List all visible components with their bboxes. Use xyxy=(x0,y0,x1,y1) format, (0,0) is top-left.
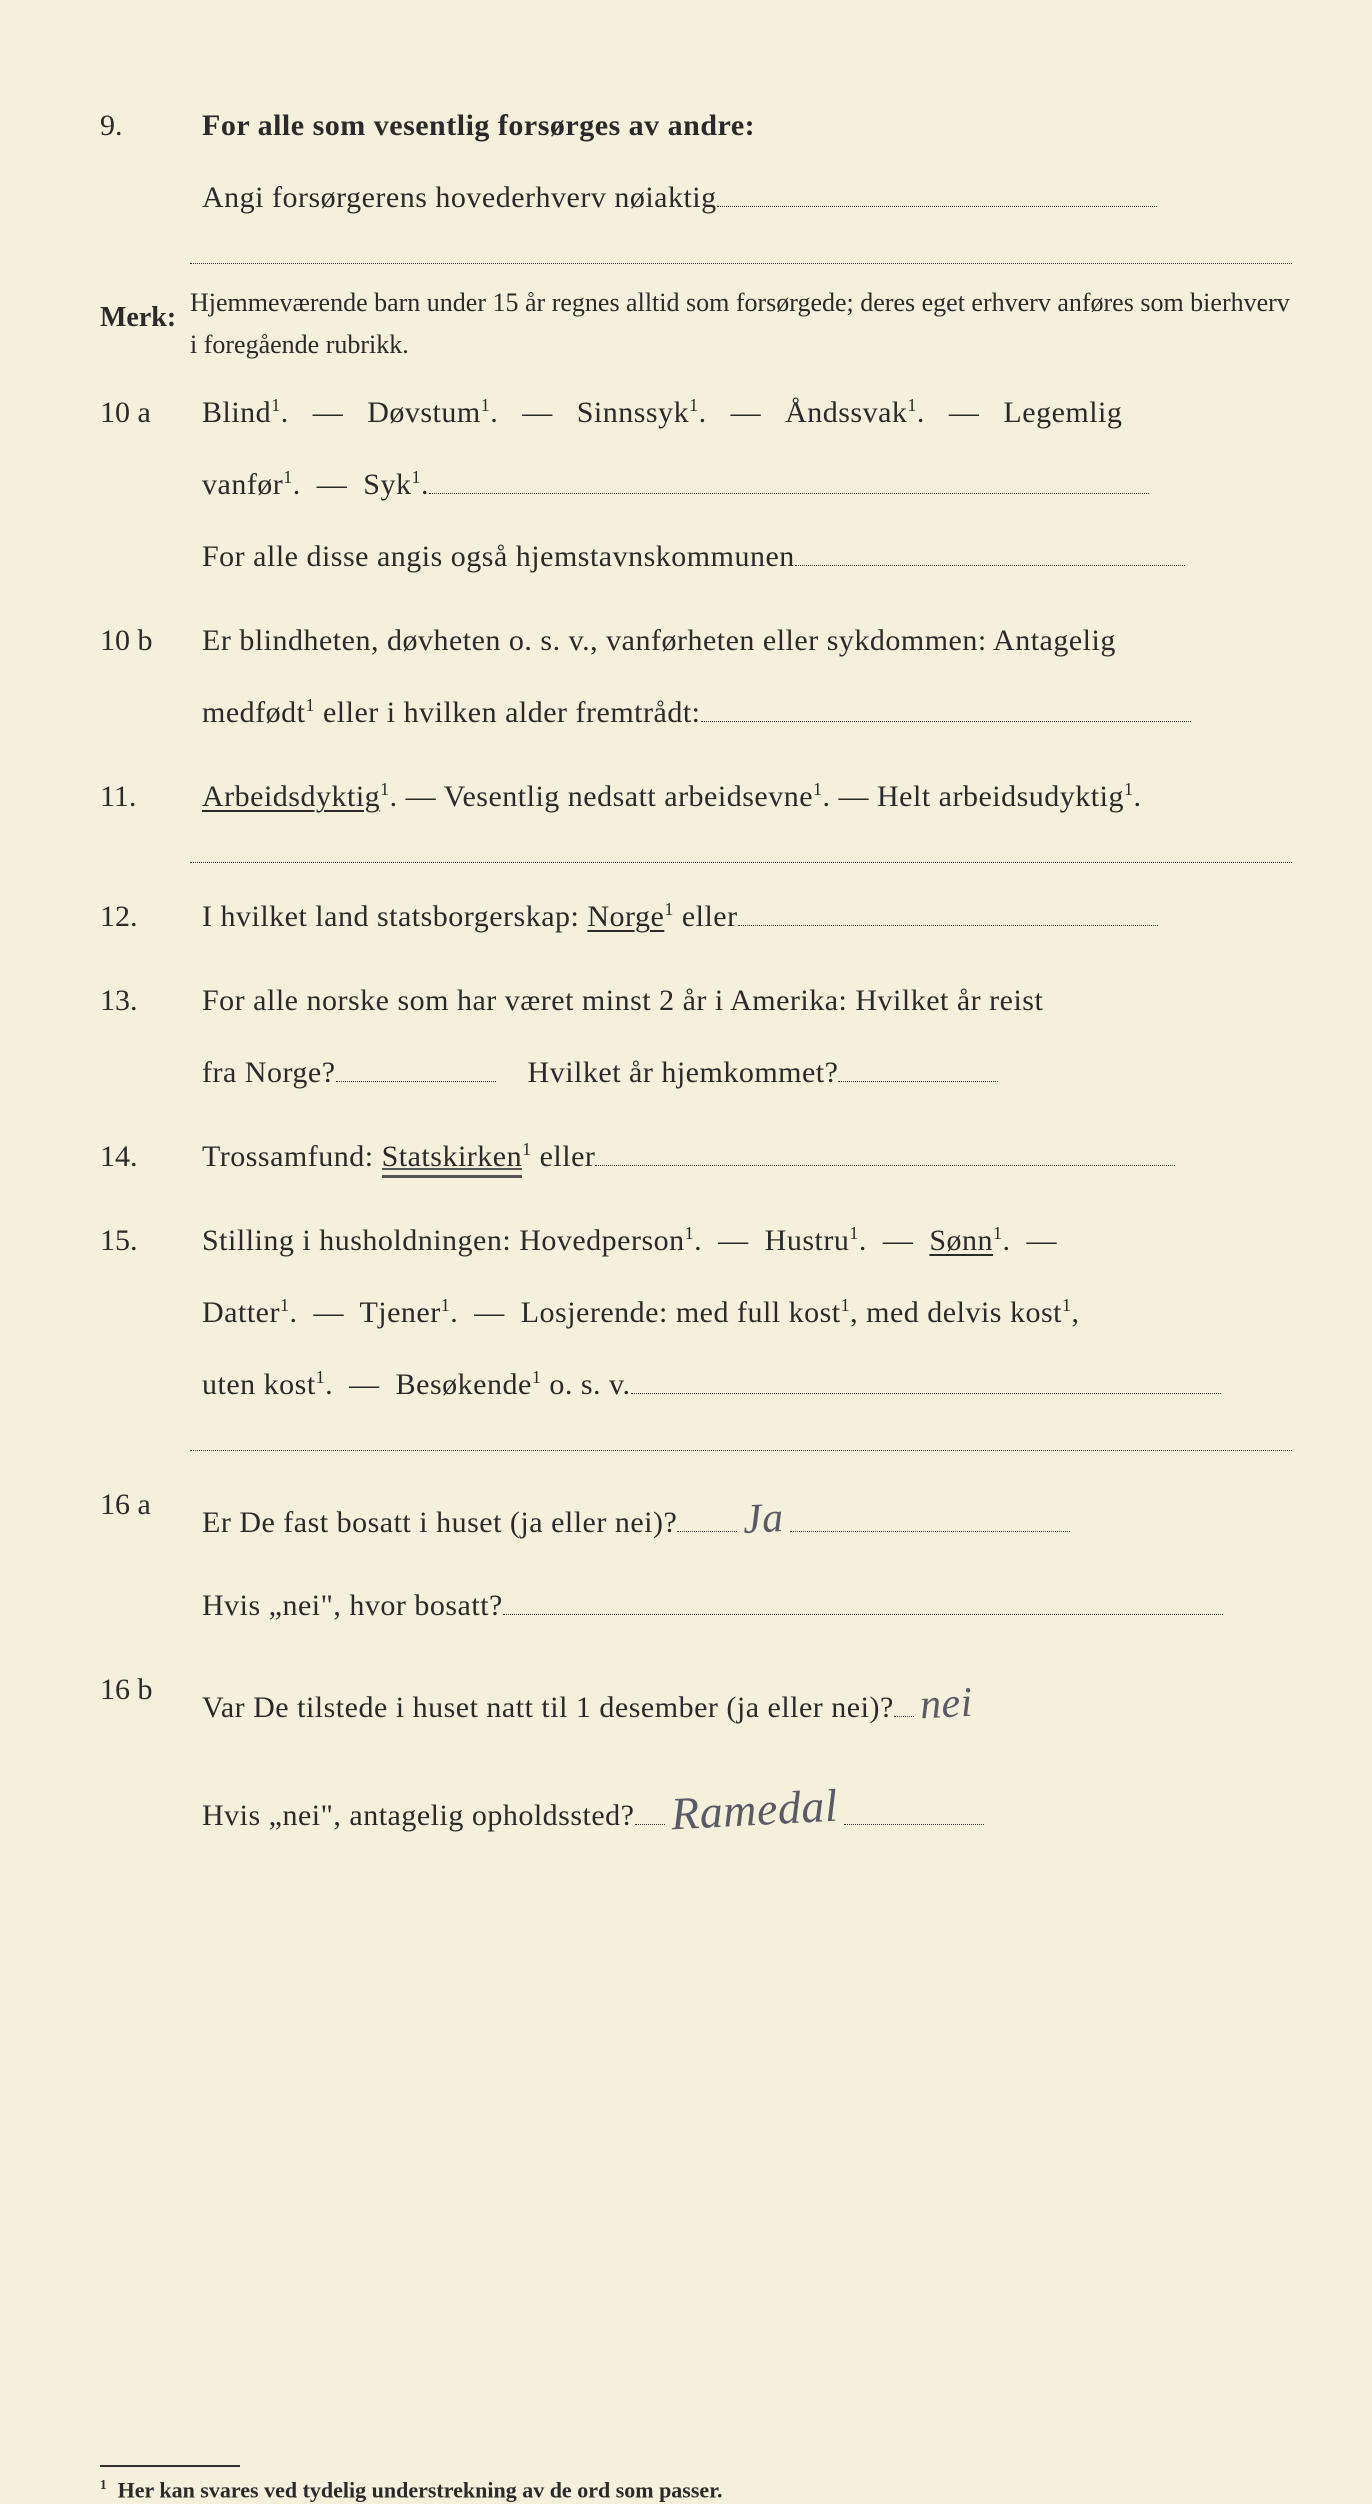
q16b-text2: Hvis „nei", antagelig opholdssted? xyxy=(202,1799,635,1832)
q14-text1: Trossamfund: xyxy=(202,1140,382,1173)
footnote-marker: 1 xyxy=(100,2477,107,2492)
q12-text2: eller xyxy=(674,900,738,933)
q12-body: I hvilket land statsborgerskap: Norge1 e… xyxy=(202,881,1292,953)
rule-after-11 xyxy=(190,861,1292,863)
q13-number: 13. xyxy=(100,965,202,1037)
q15-losjerende-full[interactable]: Losjerende: med full kost xyxy=(521,1296,841,1329)
q13-fill1[interactable] xyxy=(336,1048,496,1082)
footnote-rule xyxy=(100,2465,240,2467)
q15-fill[interactable] xyxy=(631,1360,1221,1394)
q14-text2: eller xyxy=(532,1140,596,1173)
q10a-blind[interactable]: Blind xyxy=(202,396,271,429)
census-form-page: 9. For alle som vesentlig forsørges av a… xyxy=(0,0,1372,2048)
merk-label: Merk: xyxy=(100,282,190,351)
q16a-text2: Hvis „nei", hvor bosatt? xyxy=(202,1589,503,1622)
q10b-body: Er blindheten, døvheten o. s. v., vanfør… xyxy=(202,605,1292,749)
q15-datter[interactable]: Datter xyxy=(202,1296,280,1329)
q15-text1: Stilling i husholdningen: xyxy=(202,1224,519,1257)
q11-arbeidsdyktig[interactable]: Arbeidsdyktig xyxy=(202,780,380,813)
q15-number: 15. xyxy=(100,1205,202,1277)
q10a-legemlig: Legemlig xyxy=(1003,396,1122,429)
q12-fill[interactable] xyxy=(738,892,1158,926)
q10a-number: 10 a xyxy=(100,377,202,449)
q16a-fill2[interactable] xyxy=(503,1581,1223,1615)
q15-tjener[interactable]: Tjener xyxy=(359,1296,440,1329)
q15-body: Stilling i husholdningen: Hovedperson1. … xyxy=(202,1205,1292,1421)
footnote: 1 Her kan svares ved tydelig understrekn… xyxy=(100,2477,1292,2503)
q13-line2a: fra Norge? xyxy=(202,1056,336,1089)
q10a-andssvak[interactable]: Åndssvak xyxy=(785,396,907,429)
q16b-text1: Var De tilstede i huset natt til 1 desem… xyxy=(202,1691,894,1724)
question-12: 12. I hvilket land statsborgerskap: Norg… xyxy=(100,881,1292,953)
q15-hovedperson[interactable]: Hovedperson xyxy=(519,1224,684,1257)
q14-statskirken[interactable]: Statskirken xyxy=(382,1140,523,1178)
question-10a: 10 a Blind1. — Døvstum1. — Sinnssyk1. — … xyxy=(100,377,1292,593)
q14-fill[interactable] xyxy=(595,1132,1175,1166)
q10a-body: Blind1. — Døvstum1. — Sinnssyk1. — Åndss… xyxy=(202,377,1292,593)
q16b-number: 16 b xyxy=(100,1654,202,1726)
q10a-sinnssyk[interactable]: Sinnssyk xyxy=(577,396,689,429)
question-10b: 10 b Er blindheten, døvheten o. s. v., v… xyxy=(100,605,1292,749)
q16a-text1: Er De fast bosatt i huset (ja eller nei)… xyxy=(202,1506,677,1539)
q16b-answer2[interactable]: Ramedal xyxy=(662,1750,847,1870)
question-16a: 16 a Er De fast bosatt i huset (ja eller… xyxy=(100,1469,1292,1642)
q16a-number: 16 a xyxy=(100,1469,202,1541)
rule-after-15 xyxy=(190,1449,1292,1451)
q16a-body: Er De fast bosatt i huset (ja eller nei)… xyxy=(202,1469,1292,1642)
question-14: 14. Trossamfund: Statskirken1 eller xyxy=(100,1121,1292,1193)
question-13: 13. For alle norske som har været minst … xyxy=(100,965,1292,1109)
q10a-vanfor[interactable]: vanfør xyxy=(202,468,283,501)
q10b-fill[interactable] xyxy=(701,688,1191,722)
q9-line1: For alle som vesentlig forsørges av andr… xyxy=(202,109,755,142)
q9-number: 9. xyxy=(100,90,202,162)
question-9: 9. For alle som vesentlig forsørges av a… xyxy=(100,90,1292,234)
q15-besokende[interactable]: Besøkende xyxy=(396,1368,532,1401)
q13-fill2[interactable] xyxy=(838,1048,998,1082)
q13-line2b: Hvilket år hjemkommet? xyxy=(528,1056,839,1089)
q9-line2: Angi forsørgerens hovederhverv nøiaktig xyxy=(202,181,717,214)
q10a-fill2[interactable] xyxy=(795,532,1185,566)
q10b-number: 10 b xyxy=(100,605,202,677)
q15-uten-kost[interactable]: uten kost xyxy=(202,1368,316,1401)
q11-number: 11. xyxy=(100,761,202,833)
rule-after-9 xyxy=(190,262,1292,264)
q12-number: 12. xyxy=(100,881,202,953)
q16b-answer1[interactable]: nei xyxy=(911,1652,981,1756)
q10a-fill1[interactable] xyxy=(429,460,1149,494)
question-15: 15. Stilling i husholdningen: Hovedperso… xyxy=(100,1205,1292,1421)
q9-body: For alle som vesentlig forsørges av andr… xyxy=(202,90,1292,234)
q15-hustru[interactable]: Hustru xyxy=(765,1224,850,1257)
q15-losjerende-delvis[interactable]: med delvis kost xyxy=(866,1296,1062,1329)
q10b-line2: eller i hvilken alder fremtrådt: xyxy=(315,696,701,729)
q14-body: Trossamfund: Statskirken1 eller xyxy=(202,1121,1292,1193)
q15-sonn[interactable]: Sønn xyxy=(929,1224,993,1257)
question-11: 11. Arbeidsdyktig1. — Vesentlig nedsatt … xyxy=(100,761,1292,833)
q10b-line1: Er blindheten, døvheten o. s. v., vanfør… xyxy=(202,624,1116,657)
footnote-text: Her kan svares ved tydelig understreknin… xyxy=(118,2478,723,2503)
q12-text1: I hvilket land statsborgerskap: xyxy=(202,900,587,933)
q10a-line2: For alle disse angis også hjemstavnskomm… xyxy=(202,540,795,573)
q11-body: Arbeidsdyktig1. — Vesentlig nedsatt arbe… xyxy=(202,761,1292,833)
q15-osv: o. s. v. xyxy=(541,1368,630,1401)
merk-note: Merk: Hjemmeværende barn under 15 år reg… xyxy=(100,282,1292,365)
question-16b: 16 b Var De tilstede i huset natt til 1 … xyxy=(100,1654,1292,1865)
q10a-dovstum[interactable]: Døvstum xyxy=(367,396,481,429)
q14-number: 14. xyxy=(100,1121,202,1193)
q12-norge[interactable]: Norge xyxy=(587,900,664,933)
q13-body: For alle norske som har været minst 2 år… xyxy=(202,965,1292,1109)
q11-nedsatt[interactable]: Vesentlig nedsatt arbeidsevne xyxy=(444,780,813,813)
q16a-answer[interactable]: Ja xyxy=(735,1468,793,1571)
q16b-body: Var De tilstede i huset natt til 1 desem… xyxy=(202,1654,1292,1865)
q10b-medfodt[interactable]: medfødt xyxy=(202,696,305,729)
q10a-syk[interactable]: Syk xyxy=(363,468,411,501)
q13-line1: For alle norske som har været minst 2 år… xyxy=(202,984,1043,1017)
q11-udyktig[interactable]: Helt arbeidsudyktig xyxy=(877,780,1124,813)
q9-fill[interactable] xyxy=(717,173,1157,207)
merk-text: Hjemmeværende barn under 15 år regnes al… xyxy=(190,282,1292,365)
